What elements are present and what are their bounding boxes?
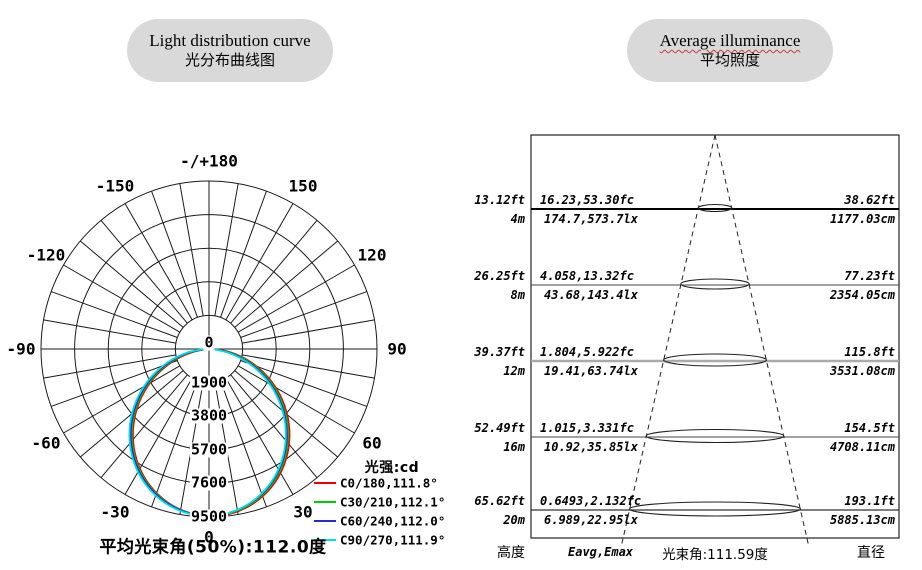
cone-row-height-ft: 39.37ft [474, 345, 525, 359]
cone-row-height-ft: 65.62ft [474, 494, 525, 508]
cone-row-dia-ft: 193.1ft [844, 494, 895, 508]
cone-row-height-m: 20m [503, 513, 525, 527]
cone-row-height-ft: 13.12ft [474, 193, 525, 207]
footer-beam-angle-label: 光束角:111.59度 [662, 547, 768, 563]
cone-row-height-m: 12m [503, 364, 525, 378]
light-distribution-header: Light distribution curve 光分布曲线图 [127, 19, 333, 82]
polar-ring-label: 7600 [189, 473, 229, 492]
polar-ring-label: 3800 [189, 406, 229, 425]
polar-angle-label: -60 [31, 433, 61, 453]
legend-entry-C60/240: C60/240,112.0° [340, 513, 446, 529]
cone-row-dia-cm: 2354.05cm [829, 288, 895, 302]
legend-swatch-C30/210 [314, 501, 336, 503]
cone-row-dia-ft: 154.5ft [844, 421, 895, 435]
cone-row-e-lx: 43.68,143.4lx [544, 288, 638, 302]
polar-ring-label: 5700 [189, 440, 229, 459]
cone-row-height-ft: 26.25ft [474, 269, 525, 283]
cone-row-e-lx: 10.92,35.85lx [544, 440, 638, 454]
left-pill-title: Light distribution curve [149, 31, 311, 50]
legend-swatch-C60/240 [314, 520, 336, 522]
cone-row-e-lx: 174.7,573.7lx [544, 212, 638, 226]
cone-row-dia-ft: 77.23ft [844, 269, 895, 283]
cone-row-e-lx: 6.989,22.95lx [544, 513, 638, 527]
polar-angle-label: -150 [95, 176, 135, 196]
cone-row-height-m: 8m [510, 288, 525, 302]
average-beam-angle-caption: 平均光束角(50%):112.0度 [99, 537, 327, 558]
polar-angle-label: 120 [357, 245, 387, 265]
legend-swatch-C0/180 [314, 482, 336, 484]
cone-row-dia-ft: 115.8ft [844, 345, 895, 359]
cone-row-height-m: 16m [503, 440, 525, 454]
polar-ring-label: 9500 [189, 507, 229, 526]
right-pill-subtitle: 平均照度 [699, 53, 760, 69]
cone-row-e-lx: 19.41,63.74lx [544, 364, 638, 378]
legend-entry-C90/270: C90/270,111.9° [340, 532, 446, 548]
cone-row-dia-cm: 1177.03cm [829, 212, 895, 226]
polar-angle-label: 60 [362, 433, 382, 453]
legend-entry-C0/180: C0/180,111.8° [340, 475, 438, 491]
cone-row-height-m: 4m [510, 212, 525, 226]
polar-angle-label: -30 [100, 502, 130, 522]
polar-angle-label: 30 [293, 502, 313, 522]
cone-row-dia-cm: 4708.11cm [829, 440, 895, 454]
cone-row-dia-cm: 3531.08cm [829, 364, 895, 378]
footer-diameter-label: 直径 [857, 545, 885, 561]
cone-row-dia-ft: 38.62ft [844, 193, 895, 207]
polar-angle-label: -120 [26, 245, 66, 265]
polar-angle-label: 90 [387, 339, 407, 359]
footer-eavg-emax-label: Eavg,Emax [568, 545, 634, 559]
right-pill-title: Average illuminance [659, 31, 801, 50]
cone-row-height-ft: 52.49ft [474, 421, 525, 435]
legend-title: 光强:cd [364, 460, 420, 476]
cone-row-e-fc: 16.23,53.30fc [540, 193, 634, 207]
cone-row-e-fc: 1.015,3.331fc [540, 421, 634, 435]
polar-angle-label: -/+180 [180, 151, 238, 171]
polar-center-label: 0 [203, 333, 215, 352]
cone-row-e-fc: 0.6493,2.132fc [540, 494, 642, 508]
average-illuminance-header: Average illuminance 平均照度 [627, 19, 833, 82]
polar-angle-label: 150 [288, 176, 318, 196]
polar-angle-label: 0 [204, 527, 214, 547]
cone-row-e-fc: 1.804,5.922fc [540, 345, 634, 359]
cone-row-e-fc: 4.058,13.32fc [540, 269, 634, 283]
cone-row-dia-cm: 5885.13cm [829, 513, 895, 527]
polar-angle-label: -90 [6, 339, 36, 359]
left-pill-subtitle: 光分布曲线图 [184, 53, 275, 69]
footer-height-label: 高度 [497, 545, 525, 561]
legend-entry-C30/210: C30/210,112.1° [340, 494, 446, 510]
polar-ring-label: 1900 [189, 373, 229, 392]
legend-swatch-C90/270 [314, 539, 336, 541]
